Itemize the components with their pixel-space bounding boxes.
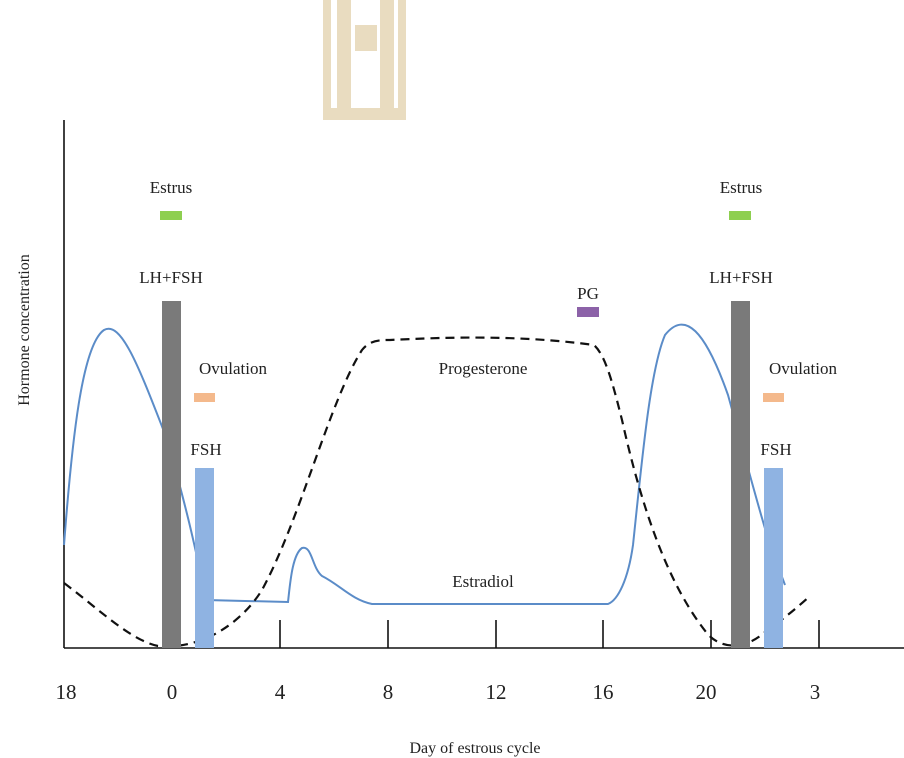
x-tick-label: 18 xyxy=(56,680,77,704)
lh-fsh-bar xyxy=(162,301,181,648)
progesterone-curve xyxy=(63,336,811,648)
lh-fsh-bar xyxy=(731,301,750,648)
fsh-label: FSH xyxy=(190,440,221,459)
lh-fsh-label: LH+FSH xyxy=(139,268,202,287)
x-tick-label: 0 xyxy=(167,680,178,704)
x-tick-labels: 18 0 4 8 12 16 20 3 xyxy=(56,680,821,704)
ovulation-label: Ovulation xyxy=(199,359,267,378)
pg-label: PG xyxy=(577,284,599,303)
x-axis-title: Day of estrous cycle xyxy=(409,740,540,757)
estrus-marker xyxy=(160,211,182,220)
fsh-bar xyxy=(764,468,783,648)
watermark-logo xyxy=(323,0,406,120)
x-tick-label: 16 xyxy=(593,680,614,704)
x-tick-label: 3 xyxy=(810,680,821,704)
ovulation-marker xyxy=(763,393,784,402)
annotation-labels: Estrus Estrus LH+FSH LH+FSH Ovulation Ov… xyxy=(139,178,837,591)
x-tick-label: 12 xyxy=(486,680,507,704)
ovulation-label: Ovulation xyxy=(769,359,837,378)
estrus-label: Estrus xyxy=(720,178,763,197)
pg-marker xyxy=(577,307,599,317)
estradiol-curve xyxy=(63,323,786,605)
fsh-label: FSH xyxy=(760,440,791,459)
estrus-marker xyxy=(729,211,751,220)
progesterone-label: Progesterone xyxy=(439,359,528,378)
fsh-bar xyxy=(195,468,214,648)
ovulation-marker xyxy=(194,393,215,402)
estradiol-label: Estradiol xyxy=(452,572,514,591)
x-tick-label: 4 xyxy=(275,680,286,704)
lh-fsh-label: LH+FSH xyxy=(709,268,772,287)
estrus-label: Estrus xyxy=(150,178,193,197)
x-tick-label: 20 xyxy=(696,680,717,704)
x-tick-label: 8 xyxy=(383,680,394,704)
x-ticks xyxy=(171,620,820,648)
y-axis-title: Hormone concentration xyxy=(16,254,33,406)
